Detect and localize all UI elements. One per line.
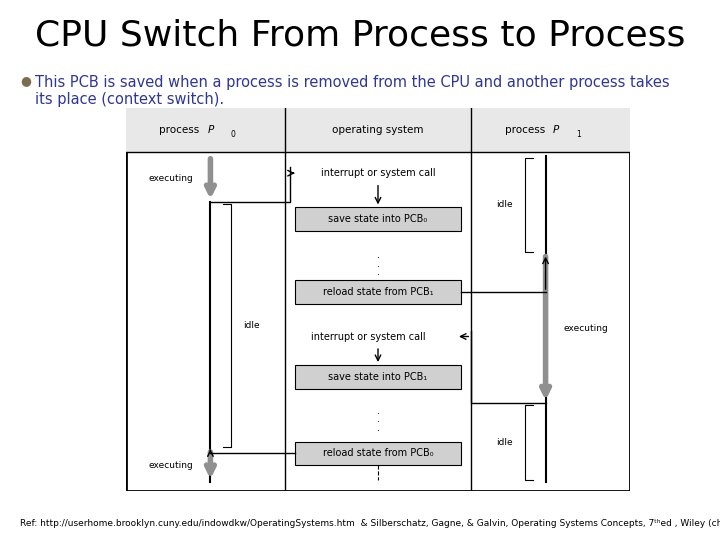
Text: process: process [159,125,203,135]
Text: P: P [553,125,559,135]
FancyBboxPatch shape [295,207,462,231]
Text: interrupt or system call: interrupt or system call [310,332,426,341]
Text: idle: idle [496,200,513,210]
Text: save state into PCB₁: save state into PCB₁ [328,372,428,382]
Text: operating system: operating system [332,125,424,135]
Text: .
.
.: . . . [377,406,379,433]
Text: save state into PCB₀: save state into PCB₀ [328,214,428,224]
Bar [126,108,630,152]
Text: process: process [505,125,548,135]
Text: Ref: http://userhome.brooklyn.cuny.edu/indowdkw/OperatingSystems.htm  & Silbersc: Ref: http://userhome.brooklyn.cuny.edu/i… [20,519,720,528]
FancyBboxPatch shape [295,365,462,389]
Text: interrupt or system call: interrupt or system call [320,168,436,178]
FancyBboxPatch shape [295,442,462,465]
Text: executing: executing [148,174,193,184]
Text: idle: idle [496,438,513,447]
Text: reload state from PCB₀: reload state from PCB₀ [323,448,433,458]
Text: .
.
.: . . . [377,250,379,277]
Text: P: P [208,125,214,135]
Text: reload state from PCB₁: reload state from PCB₁ [323,287,433,297]
Text: CPU Switch From Process to Process: CPU Switch From Process to Process [35,19,685,53]
Text: executing: executing [148,461,193,470]
FancyBboxPatch shape [295,280,462,304]
Text: 1: 1 [576,130,580,139]
Text: executing: executing [563,324,608,333]
Text: idle: idle [243,321,260,330]
Text: This PCB is saved when a process is removed from the CPU and another process tak: This PCB is saved when a process is remo… [35,75,669,107]
Text: ●: ● [20,75,31,87]
Text: 0: 0 [230,130,235,139]
